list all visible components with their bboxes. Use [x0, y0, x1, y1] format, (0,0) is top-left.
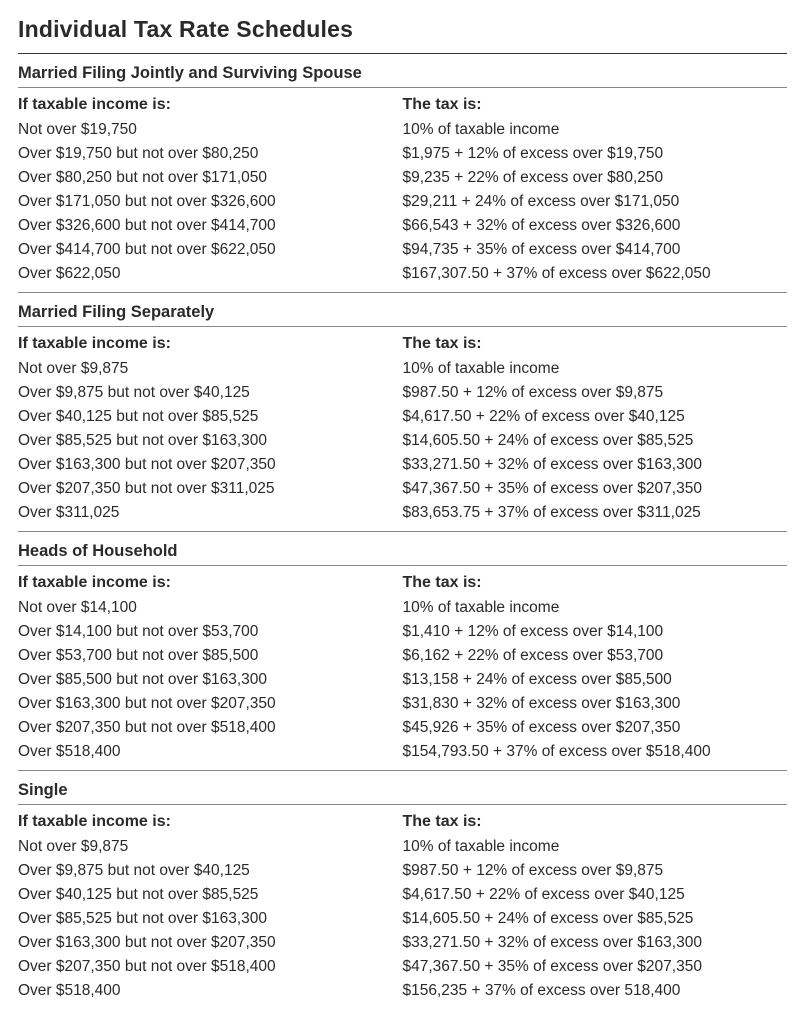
income-cell: Over $85,525 but not over $163,300 — [18, 907, 403, 931]
income-column: If taxable income is:Not over $9,875Over… — [18, 335, 403, 525]
tax-column: The tax is: 10% of taxable income$987.50 … — [403, 813, 788, 1003]
tax-cell: $29,211 + 24% of excess over $171,050 — [403, 190, 788, 214]
income-cell: Over $40,125 but not over $85,525 — [18, 883, 403, 907]
tax-cell: $167,307.50 + 37% of excess over $622,05… — [403, 262, 788, 286]
income-cell: Not over $9,875 — [18, 835, 403, 859]
income-cell: Not over $19,750 — [18, 118, 403, 142]
tax-column: The tax is: 10% of taxable income$1,410 +… — [403, 574, 788, 764]
income-cell: Over $622,050 — [18, 262, 403, 286]
sections-container: Married Filing Jointly and Surviving Spo… — [18, 64, 787, 1009]
tax-table: If taxable income is:Not over $9,875Over… — [18, 335, 787, 532]
tax-cell: 10% of taxable income — [403, 835, 788, 859]
income-cell: Over $207,350 but not over $311,025 — [18, 477, 403, 501]
tax-cell: 10% of taxable income — [403, 357, 788, 381]
tax-cell: $4,617.50 + 22% of excess over $40,125 — [403, 405, 788, 429]
tax-header: The tax is: — [403, 574, 788, 592]
tax-cell: $1,410 + 12% of excess over $14,100 — [403, 620, 788, 644]
income-header: If taxable income is: — [18, 574, 403, 592]
income-column: If taxable income is:Not over $9,875Over… — [18, 813, 403, 1003]
income-header: If taxable income is: — [18, 96, 403, 114]
tax-cell: $31,830 + 32% of excess over $163,300 — [403, 692, 788, 716]
tax-cell: $83,653.75 + 37% of excess over $311,025 — [403, 501, 788, 525]
income-cell: Over $207,350 but not over $518,400 — [18, 716, 403, 740]
income-cell: Not over $9,875 — [18, 357, 403, 381]
tax-table: If taxable income is:Not over $19,750Ove… — [18, 96, 787, 293]
income-column: If taxable income is:Not over $14,100Ove… — [18, 574, 403, 764]
tax-cell: $33,271.50 + 32% of excess over $163,300 — [403, 453, 788, 477]
income-cell: Over $40,125 but not over $85,525 — [18, 405, 403, 429]
tax-cell: $66,543 + 32% of excess over $326,600 — [403, 214, 788, 238]
section-title: Married Filing Separately — [18, 303, 787, 327]
title-rule — [18, 53, 787, 54]
income-cell: Over $518,400 — [18, 740, 403, 764]
section-title: Married Filing Jointly and Surviving Spo… — [18, 64, 787, 88]
tax-cell: $13,158 + 24% of excess over $85,500 — [403, 668, 788, 692]
income-cell: Over $163,300 but not over $207,350 — [18, 453, 403, 477]
income-cell: Not over $14,100 — [18, 596, 403, 620]
tax-table: If taxable income is:Not over $14,100Ove… — [18, 574, 787, 771]
tax-cell: $6,162 + 22% of excess over $53,700 — [403, 644, 788, 668]
tax-cell: $47,367.50 + 35% of excess over $207,350 — [403, 955, 788, 979]
tax-cell: $4,617.50 + 22% of excess over $40,125 — [403, 883, 788, 907]
tax-cell: $9,235 + 22% of excess over $80,250 — [403, 166, 788, 190]
tax-table: If taxable income is:Not over $9,875Over… — [18, 813, 787, 1009]
tax-header: The tax is: — [403, 96, 788, 114]
tax-header: The tax is: — [403, 335, 788, 353]
income-cell: Over $163,300 but not over $207,350 — [18, 692, 403, 716]
section-title: Single — [18, 781, 787, 805]
income-cell: Over $80,250 but not over $171,050 — [18, 166, 403, 190]
tax-cell: $94,735 + 35% of excess over $414,700 — [403, 238, 788, 262]
tax-cell: $33,271.50 + 32% of excess over $163,300 — [403, 931, 788, 955]
income-cell: Over $414,700 but not over $622,050 — [18, 238, 403, 262]
income-cell: Over $326,600 but not over $414,700 — [18, 214, 403, 238]
tax-cell: $987.50 + 12% of excess over $9,875 — [403, 381, 788, 405]
tax-cell: $14,605.50 + 24% of excess over $85,525 — [403, 907, 788, 931]
income-cell: Over $207,350 but not over $518,400 — [18, 955, 403, 979]
income-cell: Over $9,875 but not over $40,125 — [18, 381, 403, 405]
tax-column: The tax is: 10% of taxable income$1,975 +… — [403, 96, 788, 286]
tax-cell: $1,975 + 12% of excess over $19,750 — [403, 142, 788, 166]
income-cell: Over $171,050 but not over $326,600 — [18, 190, 403, 214]
tax-cell: $154,793.50 + 37% of excess over $518,40… — [403, 740, 788, 764]
income-cell: Over $311,025 — [18, 501, 403, 525]
income-cell: Over $85,500 but not over $163,300 — [18, 668, 403, 692]
income-cell: Over $518,400 — [18, 979, 403, 1003]
income-header: If taxable income is: — [18, 813, 403, 831]
tax-cell: $987.50 + 12% of excess over $9,875 — [403, 859, 788, 883]
tax-cell: $156,235 + 37% of excess over 518,400 — [403, 979, 788, 1003]
income-header: If taxable income is: — [18, 335, 403, 353]
tax-cell: 10% of taxable income — [403, 118, 788, 142]
tax-cell: $45,926 + 35% of excess over $207,350 — [403, 716, 788, 740]
income-cell: Over $9,875 but not over $40,125 — [18, 859, 403, 883]
income-cell: Over $53,700 but not over $85,500 — [18, 644, 403, 668]
tax-column: The tax is: 10% of taxable income$987.50 … — [403, 335, 788, 525]
tax-cell: $14,605.50 + 24% of excess over $85,525 — [403, 429, 788, 453]
tax-cell: 10% of taxable income — [403, 596, 788, 620]
income-cell: Over $163,300 but not over $207,350 — [18, 931, 403, 955]
page-title: Individual Tax Rate Schedules — [18, 16, 787, 43]
tax-header: The tax is: — [403, 813, 788, 831]
income-cell: Over $85,525 but not over $163,300 — [18, 429, 403, 453]
income-cell: Over $19,750 but not over $80,250 — [18, 142, 403, 166]
income-cell: Over $14,100 but not over $53,700 — [18, 620, 403, 644]
income-column: If taxable income is:Not over $19,750Ove… — [18, 96, 403, 286]
tax-cell: $47,367.50 + 35% of excess over $207,350 — [403, 477, 788, 501]
section-title: Heads of Household — [18, 542, 787, 566]
